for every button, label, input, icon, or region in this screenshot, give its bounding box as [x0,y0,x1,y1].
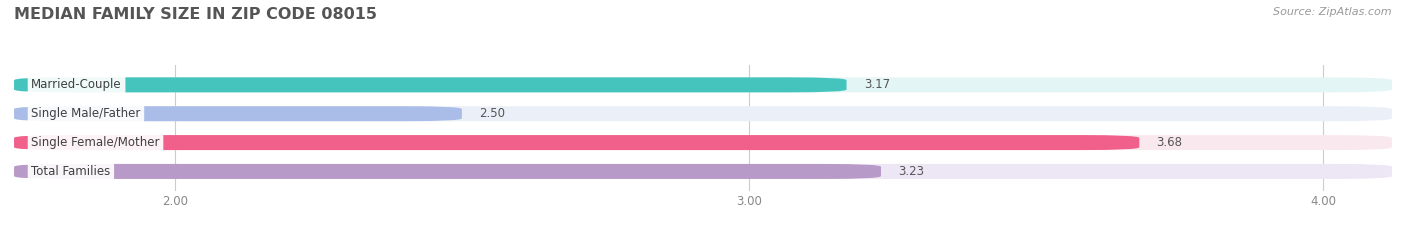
FancyBboxPatch shape [14,135,1139,150]
FancyBboxPatch shape [14,164,1392,179]
FancyBboxPatch shape [14,135,1392,150]
Text: 2.50: 2.50 [479,107,505,120]
FancyBboxPatch shape [14,164,882,179]
FancyBboxPatch shape [14,77,846,92]
Text: Total Families: Total Families [31,165,111,178]
FancyBboxPatch shape [14,77,1392,92]
Text: Single Male/Father: Single Male/Father [31,107,141,120]
Text: 3.23: 3.23 [898,165,924,178]
FancyBboxPatch shape [14,106,1392,121]
Text: Single Female/Mother: Single Female/Mother [31,136,160,149]
Text: 3.68: 3.68 [1157,136,1182,149]
Text: MEDIAN FAMILY SIZE IN ZIP CODE 08015: MEDIAN FAMILY SIZE IN ZIP CODE 08015 [14,7,377,22]
Text: Married-Couple: Married-Couple [31,78,122,91]
Text: Source: ZipAtlas.com: Source: ZipAtlas.com [1274,7,1392,17]
FancyBboxPatch shape [14,106,463,121]
Text: 3.17: 3.17 [863,78,890,91]
